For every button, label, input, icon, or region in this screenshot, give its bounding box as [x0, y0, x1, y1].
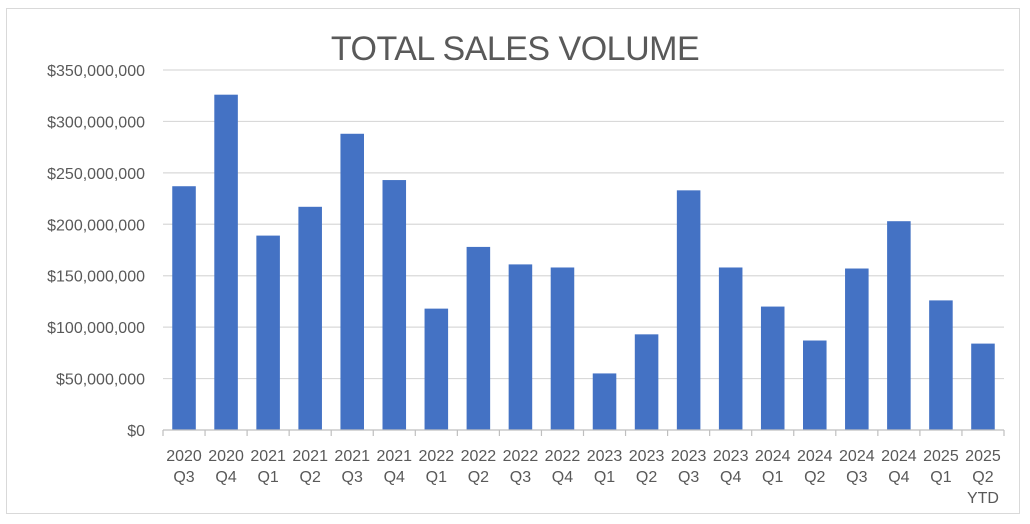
x-tick-label: Q1 [594, 469, 615, 486]
x-tick-label: 2022 [419, 448, 455, 465]
y-tick-label: $350,000,000 [47, 63, 145, 80]
x-axis: 2020 Q3 2020 Q4 2021 Q1 2021 Q2 2021 Q3 2021 Q4 2022… [162, 429, 1005, 507]
x-tick-label: 2023 [671, 448, 707, 465]
bar [466, 246, 491, 430]
x-tick-label: 2025 [923, 448, 959, 465]
bar [340, 133, 364, 430]
y-tick-label: $0 [127, 423, 145, 440]
x-tick-label: 2022 [545, 448, 581, 465]
x-tick-label: Q2 [804, 469, 825, 486]
x-tick-label: 2022 [503, 448, 539, 465]
x-tick-label: Q1 [762, 469, 783, 486]
x-tick-label: 2021 [376, 448, 412, 465]
x-tick-label: Q2 [300, 469, 321, 486]
x-tick-label: Q1 [257, 469, 278, 486]
x-tick-label: 2023 [629, 448, 665, 465]
bar [256, 235, 280, 430]
x-tick-label: 2021 [334, 448, 370, 465]
x-tick-label: Q4 [384, 469, 405, 486]
bar [634, 334, 659, 430]
bar [592, 373, 617, 430]
x-tick-label: 2023 [713, 448, 749, 465]
bar [214, 94, 238, 430]
x-tick-label: Q2 [972, 469, 993, 486]
x-tick-label: 2025 [965, 448, 1001, 465]
x-tick-label: 2022 [461, 448, 497, 465]
x-tick-label: Q3 [510, 469, 531, 486]
y-tick-label: $150,000,000 [47, 269, 145, 286]
chart-title: TOTAL SALES VOLUME [330, 30, 700, 68]
x-tick-label: 2021 [250, 448, 286, 465]
x-tick-label: Q4 [720, 469, 741, 486]
bar [718, 267, 743, 430]
x-tick-label: YTD [967, 490, 999, 507]
bar [887, 221, 911, 430]
x-tick-label: Q1 [930, 469, 951, 486]
bar [172, 186, 196, 430]
bar [298, 206, 322, 430]
y-tick-label: $200,000,000 [47, 217, 145, 234]
y-tick-label: $50,000,000 [56, 372, 145, 389]
x-tick-label: Q3 [342, 469, 363, 486]
x-tick-label: 2024 [881, 448, 917, 465]
y-tick-label: $300,000,000 [47, 114, 145, 131]
bar [929, 300, 953, 430]
bar [508, 264, 533, 430]
x-tick-label: 2024 [755, 448, 791, 465]
y-axis-labels: $0 $50,000,000 $100,000,000 $150,000,000 $20… [47, 63, 145, 440]
x-tick-label: Q4 [888, 469, 909, 486]
x-tick-label: Q1 [426, 469, 447, 486]
bar [676, 190, 701, 430]
y-tick-label: $250,000,000 [47, 166, 145, 183]
bar [971, 343, 995, 430]
x-tick-label: Q2 [468, 469, 489, 486]
x-tick-label: 2020 [166, 448, 202, 465]
bar [803, 340, 827, 430]
x-tick-label: 2024 [839, 448, 875, 465]
gridlines [163, 69, 1004, 380]
x-tick-label: 2024 [797, 448, 833, 465]
bars [172, 94, 995, 430]
bar [550, 267, 575, 430]
bar [760, 306, 785, 430]
bar [424, 308, 449, 430]
y-tick-label: $100,000,000 [47, 320, 145, 337]
x-tick-label: Q4 [552, 469, 573, 486]
x-tick-label: Q4 [215, 469, 236, 486]
bar [845, 268, 869, 430]
x-tick-label: Q3 [678, 469, 699, 486]
x-tick-label: 2023 [587, 448, 623, 465]
x-tick-label: 2021 [292, 448, 328, 465]
x-tick-label: Q2 [636, 469, 657, 486]
x-tick-label: Q3 [173, 469, 194, 486]
x-tick-label: Q3 [846, 469, 867, 486]
x-tick-label: 2020 [208, 448, 244, 465]
bar [382, 180, 407, 430]
